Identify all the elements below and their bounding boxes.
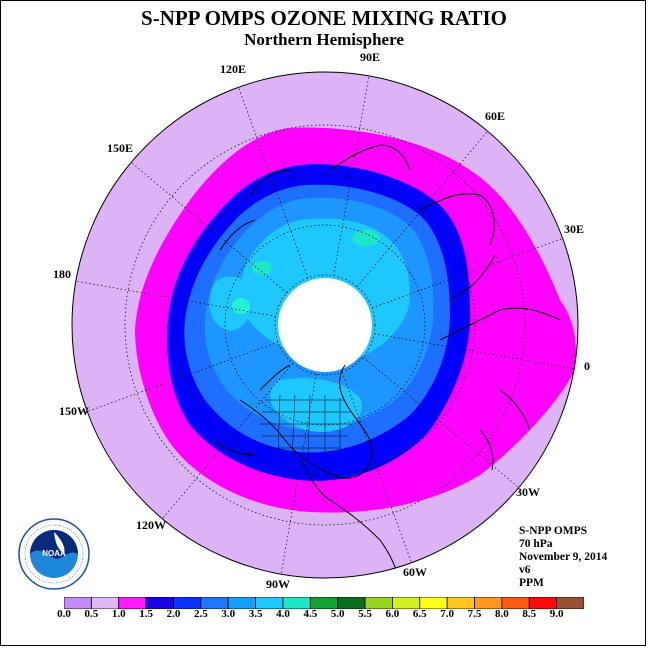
chart-title: S-NPP OMPS OZONE MIXING RATIO <box>141 6 507 30</box>
lon-label-90e: 90E <box>360 50 380 64</box>
colorbar-tick-label: 2.5 <box>193 608 208 620</box>
lon-label-150e: 150E <box>107 141 133 155</box>
lon-label-60w: 60W <box>403 565 427 579</box>
colorbar-tick-label: 6.0 <box>385 608 400 620</box>
map-boundary <box>71 71 579 579</box>
colorbar-tick-label: 4.0 <box>276 608 290 620</box>
version-text: v6 <box>519 564 531 576</box>
lon-label-0: 0 <box>584 359 590 373</box>
instrument-text: S-NPP OMPS <box>519 525 588 537</box>
colorbar-tick-label: 7.0 <box>440 608 455 620</box>
ozone-band-3.5-4.0-patch-2 <box>352 230 380 246</box>
meridian-line <box>363 356 520 488</box>
lon-label-120e: 120E <box>220 62 246 76</box>
lon-label-30w: 30W <box>516 485 540 499</box>
colorbar-tick-label: 8.0 <box>495 608 509 620</box>
colorbar-tick-label: 1.0 <box>111 608 126 620</box>
svg-text:NOAA: NOAA <box>42 549 66 558</box>
meridian-line <box>87 341 279 412</box>
product-info: S-NPP OMPS 70 hPa November 9, 2014 v6 PP… <box>519 525 607 590</box>
meridian-line <box>280 374 317 575</box>
meridian-line <box>374 333 575 370</box>
colorbar-tick-label: 1.5 <box>139 608 153 620</box>
lon-label-180: 180 <box>53 267 71 281</box>
lon-label-60e: 60E <box>485 109 505 123</box>
units-text: PPM <box>519 577 544 589</box>
colorbar-tick-label: 5.5 <box>358 608 372 620</box>
lon-label-90w: 90W <box>266 577 290 591</box>
chart-subtitle: Northern Hemisphere <box>244 30 404 49</box>
meridian-line <box>162 363 294 520</box>
meridian-line <box>341 371 412 563</box>
lon-label-120w: 120W <box>136 518 166 532</box>
colorbar-tick-label: 3.5 <box>248 608 263 620</box>
colorbar-tick-label: 2.0 <box>166 608 181 620</box>
ozone-band-3.5-4.0-patch <box>232 298 250 314</box>
latitude-circles <box>124 124 526 526</box>
meridian-line <box>130 162 287 294</box>
colorbar-tick-label: 7.5 <box>467 608 482 620</box>
meridian-line <box>333 75 370 276</box>
colorbar-tick-label: 4.5 <box>303 608 318 620</box>
lon-label-30e: 30E <box>564 222 584 236</box>
colorbar-tick-label: 0.5 <box>84 608 99 620</box>
longitude-labels: 90E 60E 30E 0 30W 60W 90W 120W 150W 180 … <box>53 50 590 591</box>
colorbar-tick-label: 5.0 <box>330 608 345 620</box>
pressure-level-text: 70 hPa <box>519 538 553 550</box>
colorbar-tick-label: 3.0 <box>221 608 236 620</box>
meridian-lines <box>75 75 575 575</box>
ozone-band-3.0-3.5-west <box>209 276 253 331</box>
lon-label-150w: 150W <box>59 404 89 418</box>
ozone-band-3.5-4.0-patch-3 <box>252 261 272 275</box>
colorbar-tick-label: 9.0 <box>549 608 564 620</box>
ozone-band-3.0-3.5-america <box>270 378 362 433</box>
colorbar-tick-labels: 0.0 0.5 1.0 1.5 2.0 2.5 3.0 3.5 4.0 4.5 5.0 5.5 6.0 6… <box>0 608 648 624</box>
colorbar-tick-label: 8.5 <box>522 608 537 620</box>
polar-night-no-data <box>278 278 372 372</box>
meridian-line <box>75 280 276 317</box>
date-text: November 9, 2014 <box>519 551 608 563</box>
colorbar-tick-label: 0.0 <box>57 608 71 620</box>
meridian-line <box>356 130 488 287</box>
meridian-line <box>238 87 309 279</box>
us-state-boundaries <box>260 394 352 461</box>
colorbar-tick-label: 6.5 <box>412 608 427 620</box>
colorbar-swatch <box>556 597 584 609</box>
meridian-line <box>371 238 563 309</box>
colorbar <box>64 597 584 609</box>
noaa-logo: NOAA <box>18 518 90 590</box>
